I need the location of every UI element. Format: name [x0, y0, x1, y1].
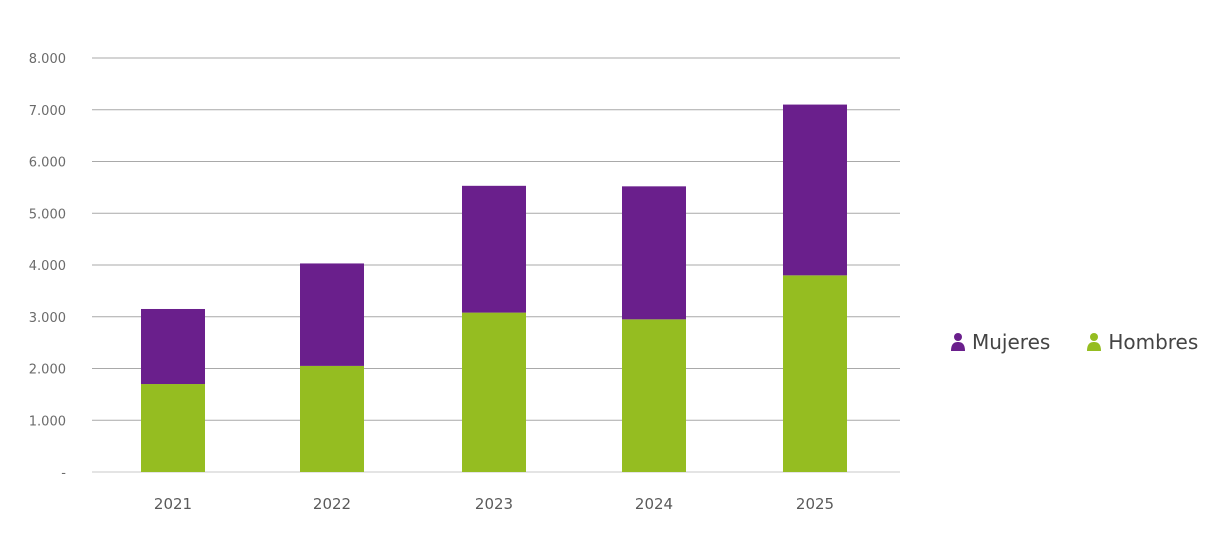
person-icon-head [954, 333, 962, 341]
stacked-bar-chart: - 1.000 2.000 3.000 4.000 5.000 6.000 7.000 8.00… [29, 52, 900, 513]
y-tick-label: 6.000 [29, 156, 66, 171]
bar-mujeres-2022 [300, 263, 364, 366]
bars [141, 104, 847, 472]
bar-mujeres-2024 [622, 186, 686, 320]
y-tick-label: 2.000 [29, 363, 66, 378]
y-tick-label: 8.000 [29, 52, 66, 67]
legend-item-mujeres: Mujeres [950, 330, 1050, 354]
x-tick-label: 2022 [313, 495, 351, 513]
person-icon [951, 333, 965, 351]
person-icon-body [951, 342, 965, 351]
bar-hombres-2024 [622, 319, 686, 472]
x-tick-label: 2025 [796, 495, 834, 513]
bar-hombres-2023 [462, 312, 526, 472]
y-axis-ticks: - 1.000 2.000 3.000 4.000 5.000 6.000 7.000 8.00… [29, 52, 67, 481]
y-tick-label: - [61, 466, 66, 481]
x-axis-ticks: 2021 2022 2023 2024 2025 [154, 495, 834, 513]
y-tick-label: 7.000 [29, 104, 66, 119]
y-tick-label: 3.000 [29, 311, 66, 326]
x-tick-label: 2021 [154, 495, 192, 513]
legend-item-hombres: Hombres [1086, 330, 1198, 354]
person-icon [1087, 333, 1102, 351]
legend: Mujeres Hombres [950, 330, 1198, 354]
legend-label-hombres: Hombres [1108, 330, 1199, 354]
y-tick-label: 5.000 [29, 207, 66, 222]
person-icon-body [1087, 342, 1102, 351]
bar-hombres-2022 [300, 365, 364, 472]
y-tick-label: 1.000 [29, 414, 66, 429]
x-tick-label: 2024 [635, 495, 673, 513]
bar-hombres-2021 [141, 384, 205, 472]
bar-mujeres-2025 [783, 104, 847, 276]
y-tick-label: 4.000 [29, 259, 66, 274]
legend-label-mujeres: Mujeres [972, 330, 1051, 354]
x-tick-label: 2023 [475, 495, 513, 513]
bar-hombres-2025 [783, 275, 847, 472]
bar-mujeres-2021 [141, 308, 205, 385]
person-icon-head [1090, 333, 1099, 341]
bar-mujeres-2023 [462, 185, 526, 313]
